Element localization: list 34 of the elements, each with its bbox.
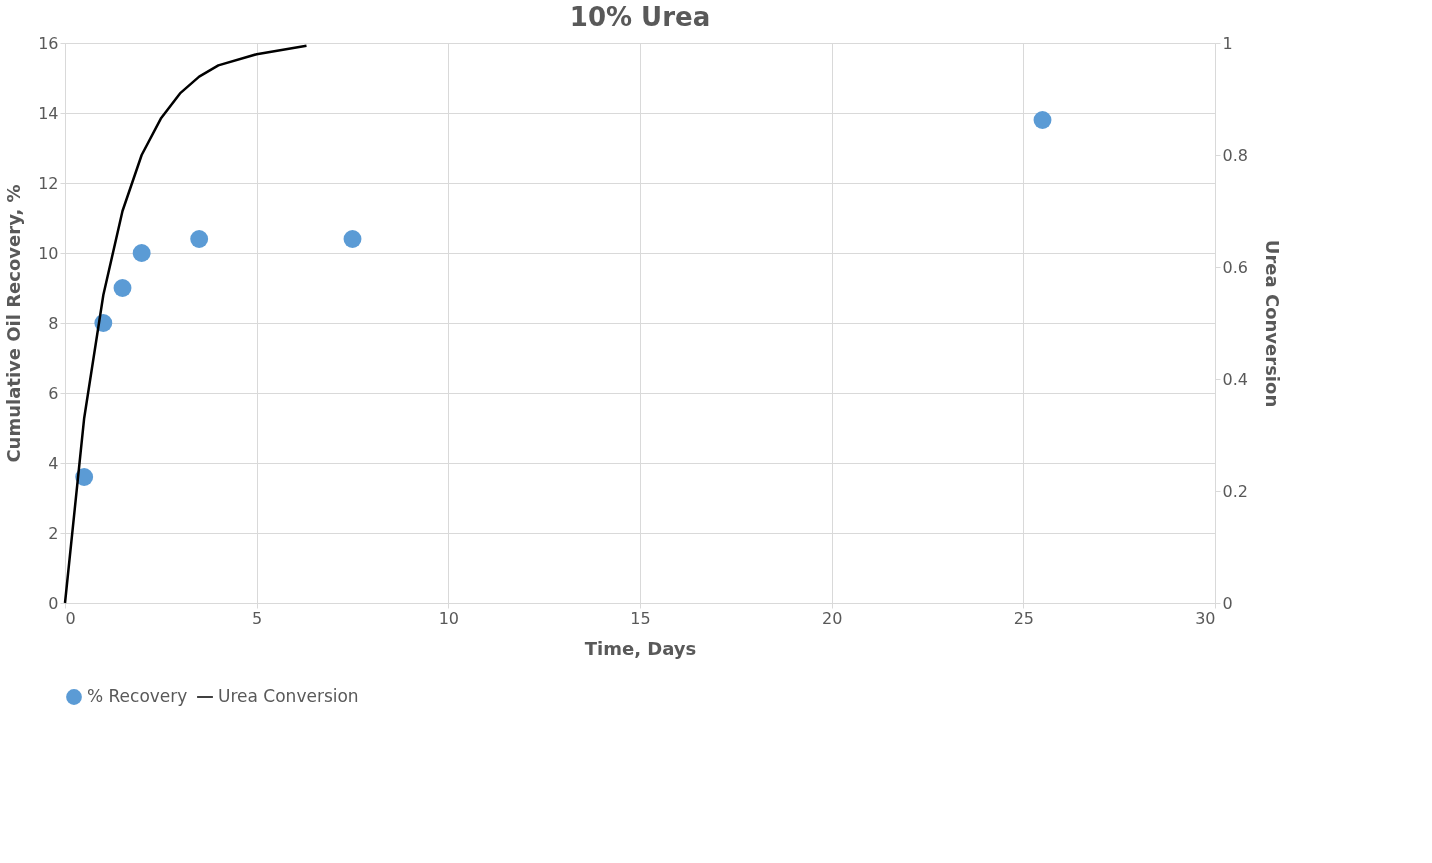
point (113, 279, 132, 297)
x-tick-label: 30 (1195, 608, 1216, 628)
y-tick-label: 4 (48, 453, 59, 473)
point (132, 244, 151, 262)
legend-label: Urea Conversion (218, 686, 359, 706)
x-tick-label: 20 (821, 608, 843, 628)
point (343, 230, 362, 248)
y2-axis-title: Urea Conversion (1261, 239, 1283, 408)
y-tick-label: 12 (38, 173, 59, 193)
y-tick-label: 10 (38, 243, 59, 263)
x-tick-label: 25 (1013, 608, 1035, 628)
x-tick-label: 5 (252, 608, 263, 628)
y2-tick-label: 0.8 (1222, 145, 1248, 165)
legend-label: % Recovery (87, 686, 188, 706)
y2-tick-label: 0.2 (1222, 481, 1248, 501)
y-tick-label: 14 (38, 103, 59, 123)
y2-tick-label: 1 (1222, 33, 1233, 53)
y-axis-title: Cumulative Oil Recovery, % (3, 184, 25, 463)
y-tick-label: 2 (48, 523, 59, 543)
point (190, 230, 209, 248)
line-series (63, 44, 308, 605)
point (1033, 111, 1052, 129)
chart-title: 10% Urea (569, 2, 711, 32)
y-tick-label: 6 (48, 383, 59, 403)
y-tick-label: 0 (48, 593, 59, 613)
y2-tick-label: 0.6 (1222, 257, 1248, 277)
y-tick-label: 8 (48, 313, 59, 333)
x-tick-label: 15 (630, 608, 651, 628)
y2-tick-label: 0 (1222, 593, 1233, 613)
y-tick-label: 16 (38, 33, 59, 53)
x-axis-title: Time, Days (584, 637, 697, 659)
x-tick-label: 10 (438, 608, 460, 628)
x-tick-label: 0 (65, 608, 76, 628)
y2-tick-label: 0.4 (1222, 369, 1248, 389)
